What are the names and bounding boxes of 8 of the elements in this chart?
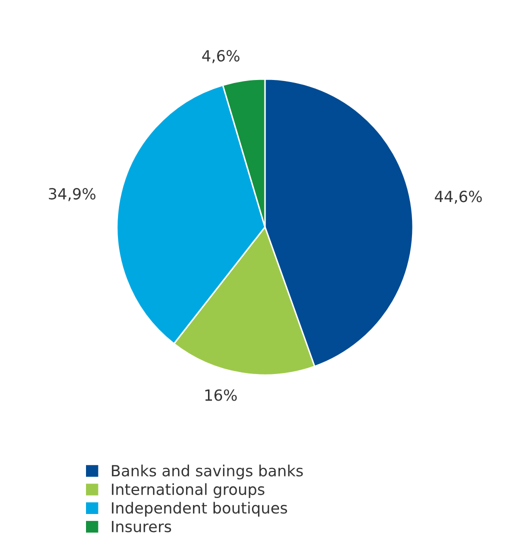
legend-label: Independent boutiques — [112, 502, 288, 517]
legend-label: Insurers — [112, 520, 172, 532]
data-label: 16% — [205, 389, 237, 401]
data-label: 34,9% — [48, 188, 96, 202]
data-label: 4,6% — [202, 50, 240, 64]
data-label: 44,6% — [434, 190, 482, 204]
legend-label: International groups — [112, 483, 264, 498]
legend-label: Banks and savings banks — [112, 464, 303, 480]
